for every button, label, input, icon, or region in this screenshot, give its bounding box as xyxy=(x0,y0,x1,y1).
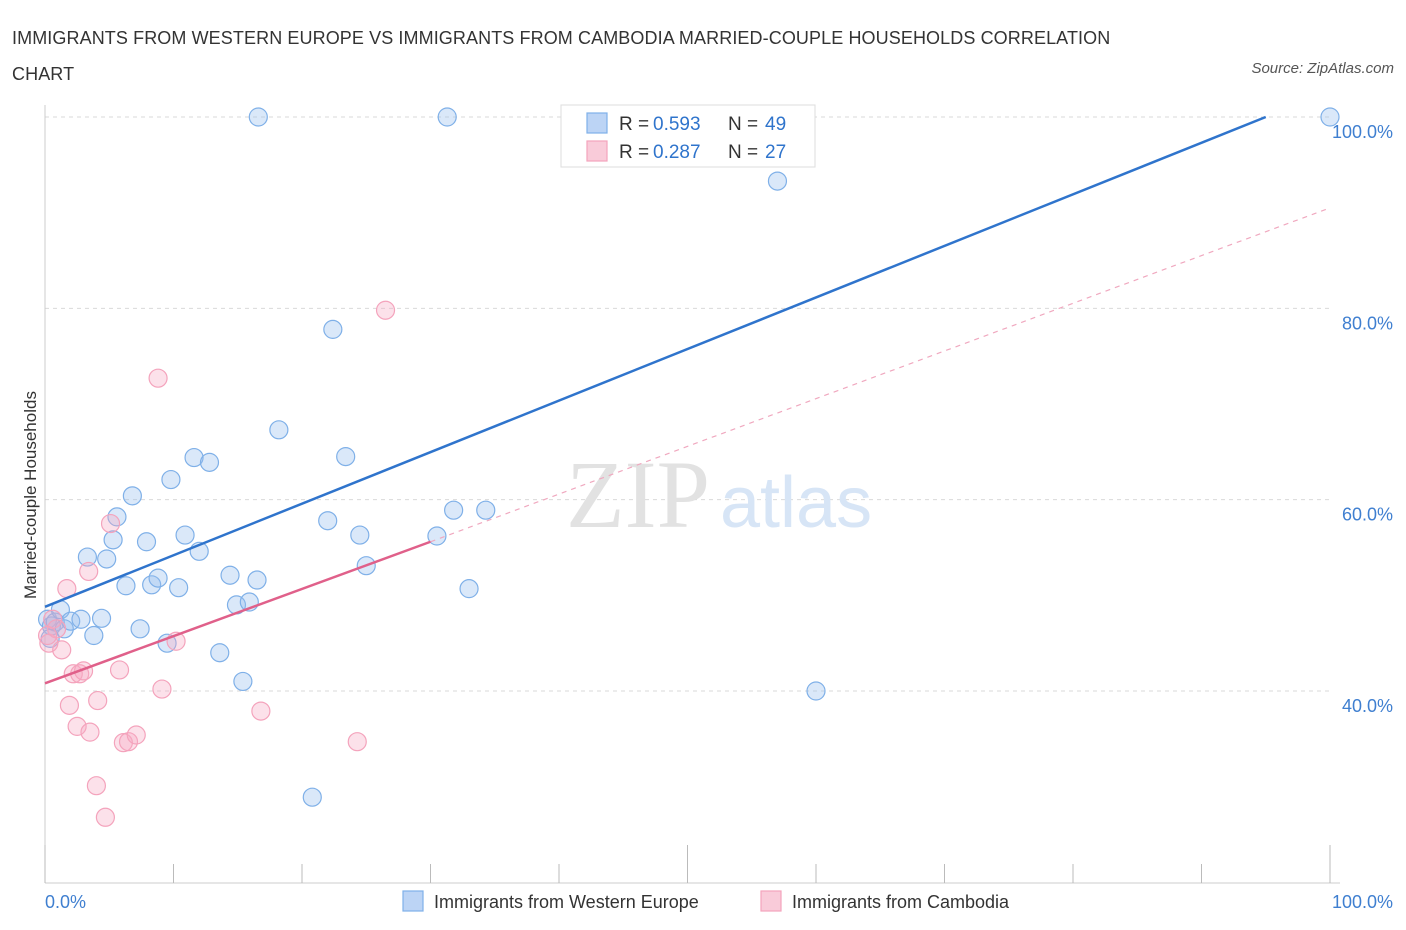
western-europe-point-27 xyxy=(220,565,240,585)
western-europe-point-47 xyxy=(1320,107,1340,127)
cambodia-point-21 xyxy=(152,679,172,699)
western-europe-point-9 xyxy=(91,608,112,628)
western-europe-point-41 xyxy=(437,107,457,127)
western-europe-point-10 xyxy=(97,549,117,569)
bottom-legend-swatch-pink xyxy=(760,890,782,912)
western-europe-point-36 xyxy=(323,319,343,339)
cambodia-point-14 xyxy=(95,807,115,827)
series-western-europe-points xyxy=(37,107,1340,807)
western-europe-point-21 xyxy=(169,578,189,598)
y-tick-label-0: 40.0% xyxy=(1342,696,1393,716)
y-tick-label-3: 100.0% xyxy=(1332,122,1393,142)
cambodia-point-25 xyxy=(375,300,396,320)
western-europe-point-13 xyxy=(116,576,136,596)
western-europe-point-45 xyxy=(767,171,788,191)
western-europe-point-29 xyxy=(233,671,253,692)
western-europe-point-26 xyxy=(210,643,230,663)
western-europe-point-22 xyxy=(175,525,195,545)
western-europe-point-8 xyxy=(84,625,104,646)
y-tick-label-1: 60.0% xyxy=(1342,505,1393,525)
chart-title: IMMIGRANTS FROM WESTERN EUROPE VS IMMIGR… xyxy=(12,28,1111,84)
x-tick-labels: 0.0% 100.0% xyxy=(45,892,1393,912)
western-europe-point-14 xyxy=(122,486,142,506)
cambodia-point-24 xyxy=(347,732,367,752)
cambodia-point-20 xyxy=(148,368,168,388)
svg-text:R = N = R =: R = N = R = N = xyxy=(619,114,763,163)
western-europe-trend-line xyxy=(44,115,1267,608)
western-europe-point-25 xyxy=(199,452,220,472)
legend-r-label-pink: R = xyxy=(619,142,649,163)
bottom-legend-swatch-blue xyxy=(402,890,424,912)
western-europe-point-43 xyxy=(459,579,479,599)
legend-r-value-pink: 0.287 xyxy=(653,142,701,163)
legend-r-label-blue: R = xyxy=(619,114,649,135)
western-europe-point-20 xyxy=(161,469,181,490)
y-tick-label-2: 80.0% xyxy=(1342,313,1393,333)
cambodia-point-16 xyxy=(109,660,130,680)
series-legend: Immigrants from Western Europe Immigrant… xyxy=(402,890,1010,912)
cambodia-point-15 xyxy=(100,513,121,534)
western-europe-point-34 xyxy=(302,787,322,807)
cambodia-point-23 xyxy=(251,701,271,721)
western-europe-point-42 xyxy=(444,500,464,520)
watermark-zip: ZIP xyxy=(566,441,710,548)
cambodia-point-26 xyxy=(37,625,58,646)
cambodia-trend-extension xyxy=(430,207,1331,543)
watermark: ZIP atlas xyxy=(566,441,872,548)
western-europe-point-6 xyxy=(71,609,91,629)
cambodia-trend-line xyxy=(44,540,431,685)
western-europe-point-33 xyxy=(269,420,289,440)
legend-n-value-blue: 49 xyxy=(765,114,786,135)
legend-swatch-blue xyxy=(586,112,608,134)
western-europe-point-15 xyxy=(130,619,150,639)
x-tick-label-0: 0.0% xyxy=(45,892,86,912)
stats-legend: R = N = R = N = 0.593 49 0.287 27 xyxy=(560,104,816,168)
western-europe-point-44 xyxy=(476,500,496,520)
cambodia-point-13 xyxy=(88,690,108,711)
cambodia-point-11 xyxy=(80,722,100,742)
cambodia-point-18 xyxy=(118,732,139,752)
bottom-legend-label-pink: Immigrants from Cambodia xyxy=(792,892,1010,912)
cambodia-point-10 xyxy=(79,561,99,582)
legend-n-label-blue: N = xyxy=(728,114,758,135)
legend-r-value-blue: 0.593 xyxy=(653,114,701,135)
western-europe-point-16 xyxy=(136,532,157,552)
svg-text:0.593 49 0.287: 0.593 49 0.287 27 xyxy=(653,114,791,163)
legend-n-value-pink: 27 xyxy=(765,142,786,163)
y-tick-labels: 40.0% 60.0% 80.0% 100.0% xyxy=(1332,122,1393,716)
western-europe-point-18 xyxy=(148,568,168,588)
western-europe-point-32 xyxy=(248,107,268,127)
western-europe-point-35 xyxy=(318,511,338,531)
axes xyxy=(44,105,1340,884)
cambodia-point-5 xyxy=(59,695,80,715)
watermark-atlas: atlas xyxy=(720,463,872,543)
y-axis-label: Married-couple Households xyxy=(21,391,40,599)
cambodia-point-19 xyxy=(126,725,146,745)
western-europe-point-37 xyxy=(336,447,356,467)
western-europe-point-7 xyxy=(77,547,98,567)
trend-lines xyxy=(44,115,1331,685)
legend-n-label-pink: N = xyxy=(728,142,758,163)
cambodia-point-3 xyxy=(52,640,72,660)
cambodia-point-12 xyxy=(86,776,107,796)
legend-swatch-pink xyxy=(586,140,608,162)
western-europe-point-11 xyxy=(103,530,123,550)
bottom-legend-label-blue: Immigrants from Western Europe xyxy=(434,892,699,912)
western-europe-point-23 xyxy=(184,447,204,468)
series-cambodia-points xyxy=(37,300,396,827)
western-europe-point-46 xyxy=(806,681,826,701)
source-label: Source: ZipAtlas.com xyxy=(1251,60,1394,77)
western-europe-point-38 xyxy=(350,525,370,545)
x-tick-label-1: 100.0% xyxy=(1332,892,1393,912)
western-europe-point-31 xyxy=(247,570,267,590)
